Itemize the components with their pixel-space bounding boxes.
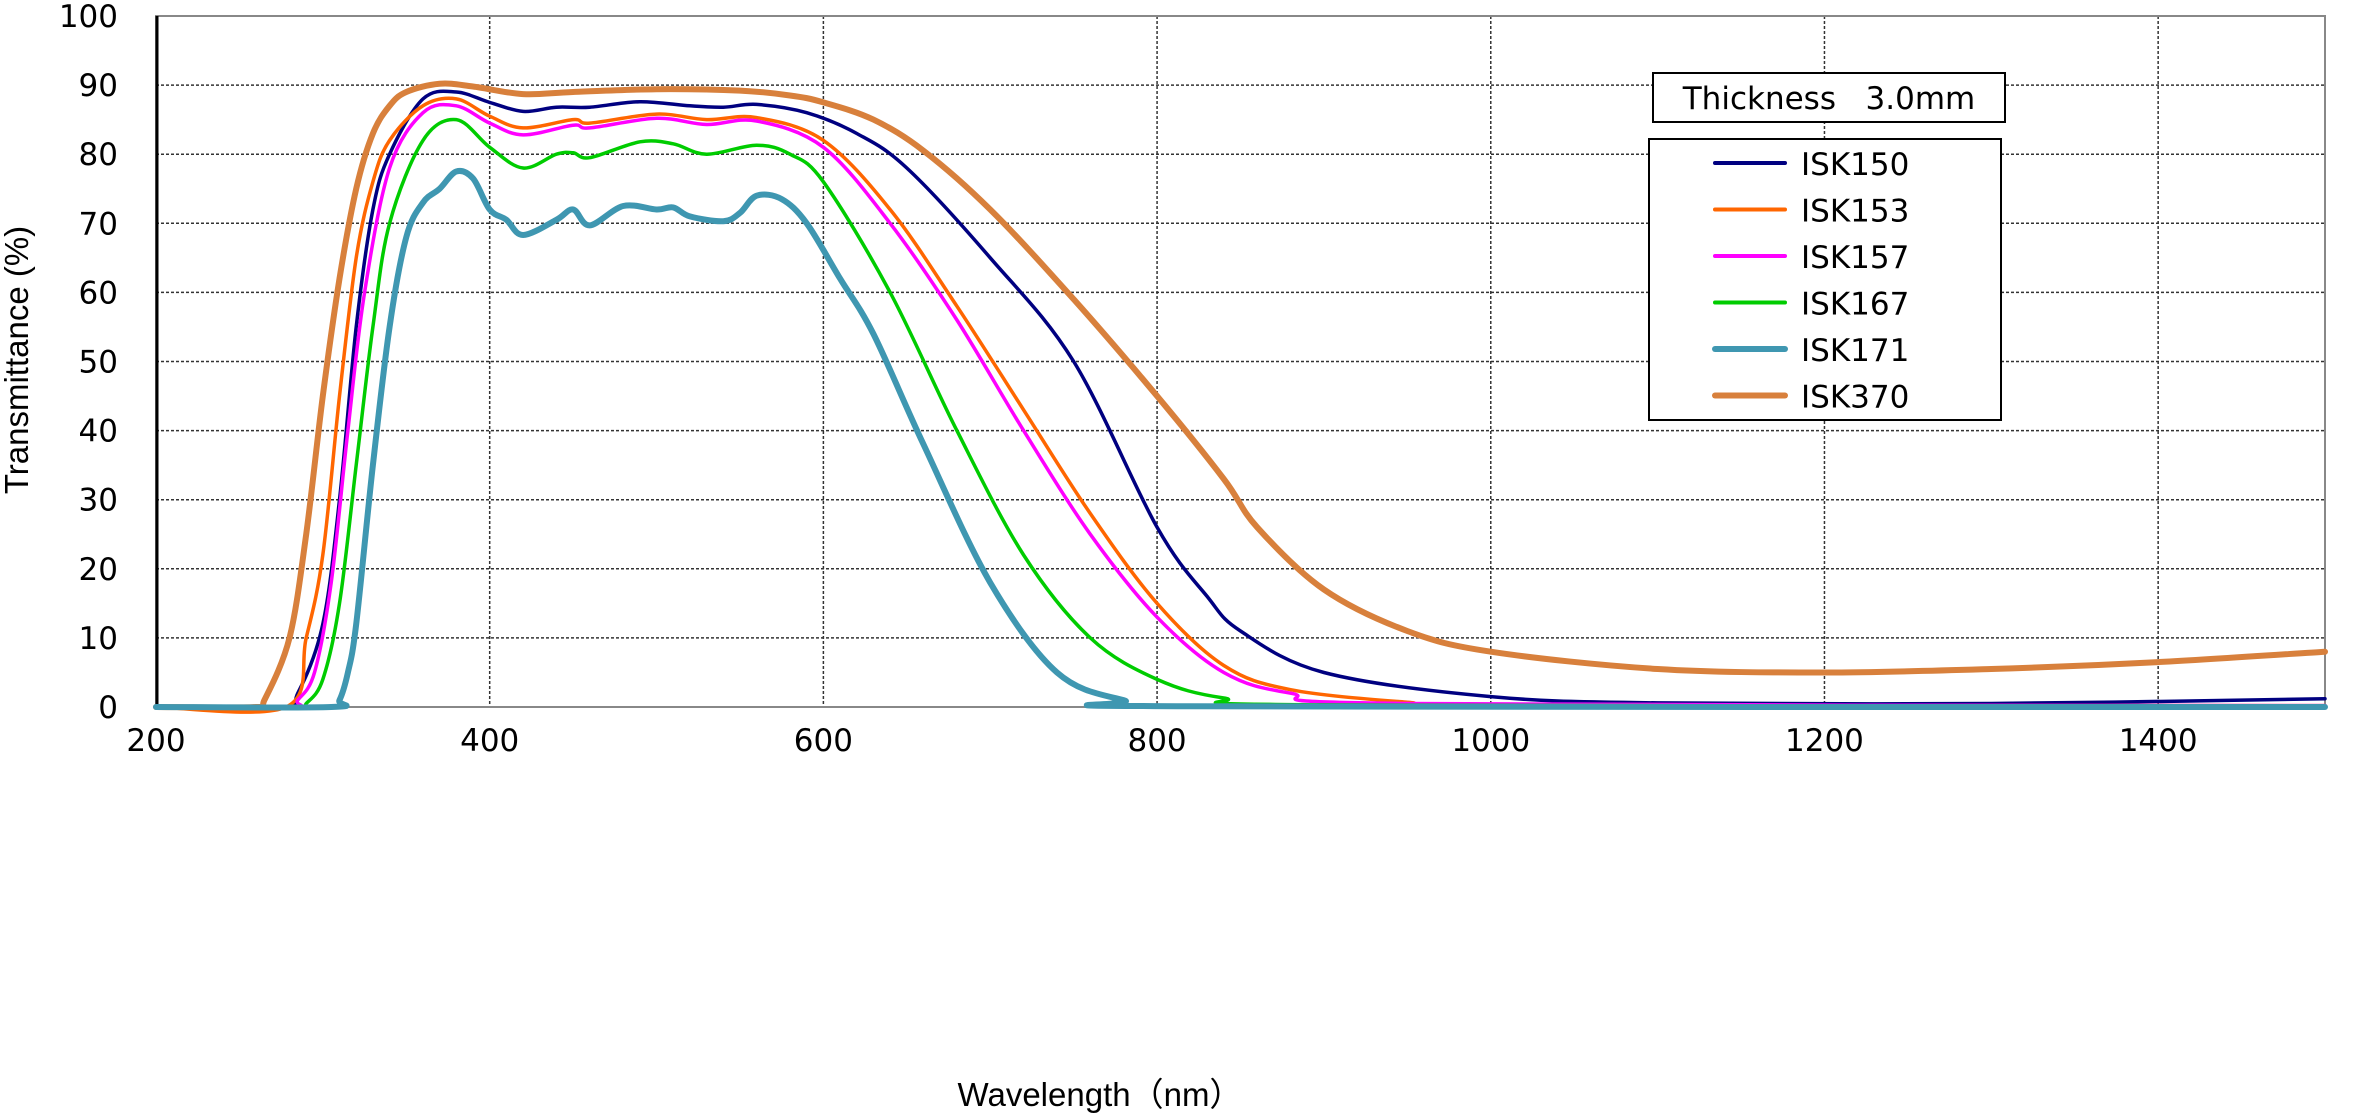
x-tick-label: 1400 xyxy=(2119,723,2198,759)
x-tick-label: 400 xyxy=(460,723,519,759)
series-lines xyxy=(153,80,2328,714)
series-line-isk150 xyxy=(154,89,2327,710)
y-tick-label: 100 xyxy=(59,0,118,35)
legend: ISK150 ISK153 ISK157 ISK167 ISK171 ISK370 xyxy=(1648,138,2002,421)
x-tick-label: 1000 xyxy=(1451,723,1530,759)
legend-label: ISK167 xyxy=(1801,287,1909,323)
thickness-label: Thickness 3.0mm xyxy=(1682,81,1975,117)
series-line-isk167 xyxy=(154,117,2327,710)
series-line-isk153 xyxy=(154,96,2327,714)
thickness-annotation: Thickness 3.0mm xyxy=(1652,72,2006,123)
y-tick-label: 20 xyxy=(79,552,118,588)
y-tick-label: 90 xyxy=(79,68,118,104)
y-tick-label: 30 xyxy=(79,483,118,519)
series-line-isk171 xyxy=(153,167,2328,711)
y-tick-labels: 0 10 20 30 40 50 60 70 80 90 100 xyxy=(59,0,118,726)
y-tick-label: 0 xyxy=(98,690,118,726)
legend-label: ISK150 xyxy=(1801,147,1909,183)
y-tick-label: 80 xyxy=(79,137,118,173)
legend-label: ISK370 xyxy=(1801,380,1909,416)
x-axis-label: Wavelength（nm） xyxy=(958,1076,1243,1113)
series-line-isk157 xyxy=(154,102,2327,710)
x-tick-labels: 200 400 600 800 1000 1200 1400 xyxy=(126,723,2197,759)
legend-label: ISK171 xyxy=(1801,333,1909,369)
y-tick-label: 70 xyxy=(79,206,118,242)
series-line-isk370 xyxy=(153,80,2328,711)
y-axis-label: Transmittance (%) xyxy=(0,226,35,494)
y-tick-label: 50 xyxy=(79,345,118,381)
y-tick-label: 10 xyxy=(79,621,118,657)
x-tick-label: 1200 xyxy=(1785,723,1864,759)
x-tick-label: 600 xyxy=(794,723,853,759)
x-tick-label: 800 xyxy=(1127,723,1186,759)
x-tick-label: 200 xyxy=(126,723,185,759)
legend-label: ISK157 xyxy=(1801,240,1909,276)
y-tick-label: 40 xyxy=(79,414,118,450)
legend-label: ISK153 xyxy=(1801,194,1909,230)
y-tick-label: 60 xyxy=(79,275,118,311)
